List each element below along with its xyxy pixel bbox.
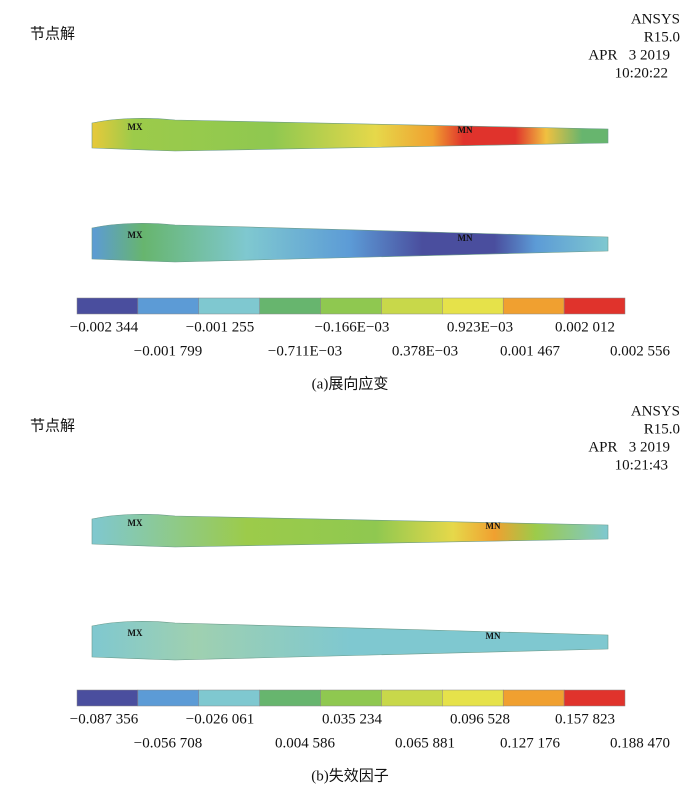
legend-label: −0.001 799 xyxy=(134,343,202,359)
legend-swatch xyxy=(76,297,139,315)
software: ANSYS xyxy=(631,11,680,27)
legend-swatch xyxy=(563,297,626,315)
legend-label: −0.026 061 xyxy=(186,711,254,727)
legend-swatch xyxy=(137,297,200,315)
legend-label: 0.157 823 xyxy=(555,711,615,727)
legend-label: 0.127 176 xyxy=(500,735,561,751)
max-label: MX xyxy=(128,122,143,132)
blade xyxy=(91,118,609,152)
time: 10:21:43 xyxy=(615,457,668,473)
legend-label: 0.002 012 xyxy=(555,319,615,335)
legend-label: 0.923E−03 xyxy=(447,319,513,335)
version: R15.0 xyxy=(644,29,680,45)
caption: (a)展向应变 xyxy=(312,374,389,392)
max-label: MX xyxy=(128,628,143,638)
legend-swatch xyxy=(502,297,565,315)
min-label: MN xyxy=(458,125,473,135)
min-label: MN xyxy=(486,521,501,531)
legend-swatch xyxy=(198,297,260,315)
node-label: 节点解 xyxy=(30,417,75,434)
legend-swatch xyxy=(563,689,626,707)
legend-swatch xyxy=(442,689,504,707)
legend-swatch xyxy=(502,689,565,707)
blade xyxy=(91,514,609,548)
legend-label: −0.001 255 xyxy=(186,319,254,335)
legend-swatch xyxy=(320,297,382,315)
version: R15.0 xyxy=(644,421,680,437)
legend-label: 0.035 234 xyxy=(322,711,383,727)
max-label: MX xyxy=(128,518,143,528)
min-label: MN xyxy=(486,631,501,641)
caption: (b)失效因子 xyxy=(311,767,389,784)
legend-swatch xyxy=(259,297,321,315)
legend-swatch xyxy=(198,689,260,707)
legend-label: 0.378E−03 xyxy=(392,343,458,359)
min-label: MN xyxy=(458,233,473,243)
legend-swatch xyxy=(76,689,139,707)
max-label: MX xyxy=(128,230,143,240)
blade xyxy=(91,621,609,661)
legend-label: 0.188 470 xyxy=(610,735,670,751)
legend-label: 0.065 881 xyxy=(395,735,455,751)
blade xyxy=(91,223,609,263)
legend-label: 0.096 528 xyxy=(450,711,510,727)
software: ANSYS xyxy=(631,403,680,419)
date: APR 3 2019 xyxy=(588,439,670,455)
legend-swatch xyxy=(381,689,443,707)
node-label: 节点解 xyxy=(30,25,75,42)
legend-label: −0.002 344 xyxy=(70,319,139,335)
legend-label: 0.001 467 xyxy=(500,343,561,359)
legend-swatch xyxy=(259,689,321,707)
legend-label: 0.002 556 xyxy=(610,343,671,359)
date: APR 3 2019 xyxy=(588,47,670,63)
legend-swatch xyxy=(137,689,200,707)
time: 10:20:22 xyxy=(615,65,668,81)
legend-label: −0.711E−03 xyxy=(268,343,342,359)
legend-label: −0.056 708 xyxy=(134,735,202,751)
legend-label: 0.004 586 xyxy=(275,735,336,751)
legend-swatch xyxy=(442,297,504,315)
legend-label: −0.087 356 xyxy=(70,711,139,727)
legend-label: −0.166E−03 xyxy=(315,319,390,335)
legend-swatch xyxy=(381,297,443,315)
legend-swatch xyxy=(320,689,382,707)
